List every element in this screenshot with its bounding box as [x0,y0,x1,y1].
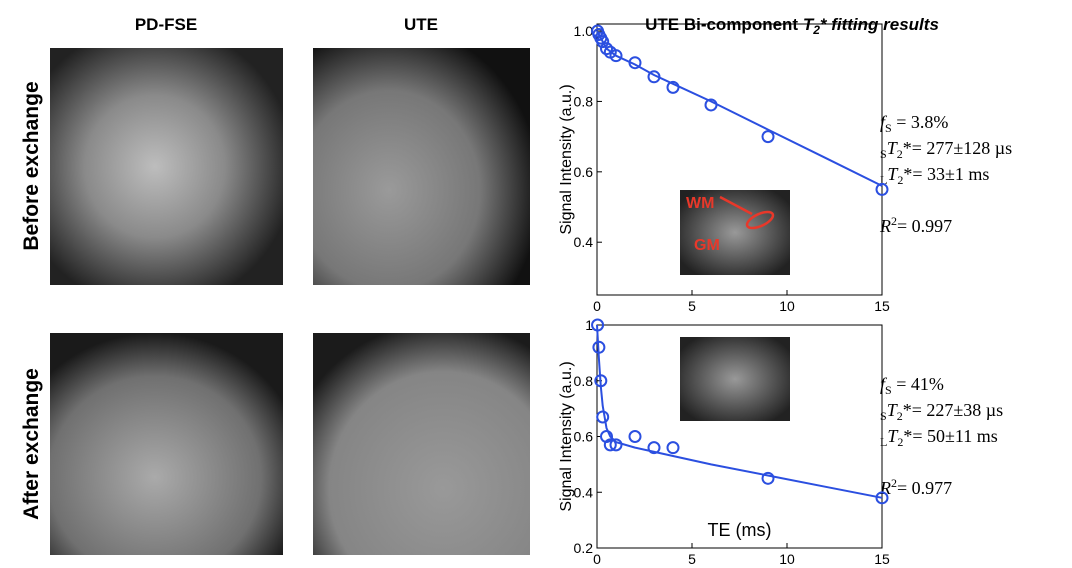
fit-result: LT2*= 33±1 ms [880,164,989,187]
figure: PD-FSE UTE UTE Bi-component T2* fitting … [0,0,1072,568]
subscript: S [880,147,887,161]
column-header: UTE Bi-component T2* fitting results [645,15,939,37]
data-point [763,473,774,484]
fit-result: fS = 41% [880,374,944,397]
fit-result: LT2*= 50±11 ms [880,426,998,449]
fit-line [597,31,882,186]
value: = 41% [892,374,944,394]
data-point [630,431,641,442]
fit-result: ST2*= 227±38 µs [880,400,1003,423]
value: = 0.997 [897,216,952,236]
x-tick-label: 5 [688,551,696,567]
fit-result: ST2*= 277±128 µs [880,138,1012,161]
mri-image [313,48,530,285]
column-header: UTE [404,15,438,34]
fit-result: R2= 0.997 [879,214,952,236]
inset-label: WM [686,195,714,212]
mri-image [50,48,283,285]
y-tick-label: 0.6 [574,429,594,445]
value: *= 50±11 ms [903,426,997,446]
y-tick-label: 0.8 [574,93,594,109]
y-axis-label: Signal Intensity (a.u.) [558,84,575,234]
y-tick-label: 0.8 [574,373,594,389]
data-point [668,442,679,453]
row-label: After exchange [20,368,43,520]
x-tick-label: 15 [874,551,890,567]
inset-label: GM [694,237,720,254]
x-tick-label: 15 [874,298,890,314]
y-tick-label: 0.4 [574,234,594,250]
inset-image [680,337,790,421]
subscript: L [880,435,887,449]
value: *= 277±128 µs [903,138,1012,158]
x-tick-label: 10 [779,298,795,314]
fit-result: R2= 0.977 [879,476,952,498]
y-tick-label: 0.4 [574,484,594,500]
value: = 3.8% [892,112,949,132]
subscript: S [885,383,892,397]
row-label: Before exchange [20,81,43,250]
data-point [763,131,774,142]
x-tick-label: 10 [779,551,795,567]
column-header: PD-FSE [135,15,197,34]
x-tick-label: 5 [688,298,696,314]
value: = 0.977 [897,478,952,498]
y-tick-label: 1.0 [574,23,594,39]
data-point [597,411,608,422]
images [50,48,790,555]
value: *= 33±1 ms [903,164,989,184]
x-axis-label: TE (ms) [708,520,772,540]
symbol: R [879,478,891,498]
y-tick-label: 0.2 [574,540,594,556]
symbol: R [879,216,891,236]
y-axis-label: Signal Intensity (a.u.) [558,361,575,511]
fit-result: fS = 3.8% [880,112,948,135]
x-tick-label: 0 [593,298,601,314]
y-tick-label: 0.6 [574,164,594,180]
subscript: S [880,409,887,423]
subscript: S [885,121,892,135]
value: *= 227±38 µs [903,400,1003,420]
mri-image [313,333,530,555]
x-tick-label: 0 [593,551,601,567]
mri-image [50,333,283,555]
